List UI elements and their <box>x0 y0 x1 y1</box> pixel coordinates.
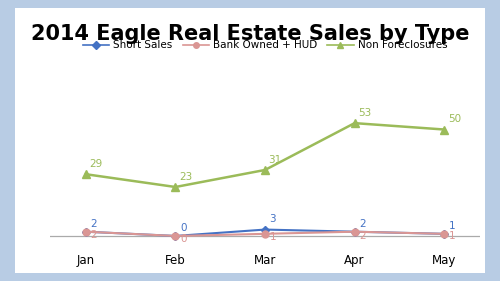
Text: 2014 Eagle Real Estate Sales by Type: 2014 Eagle Real Estate Sales by Type <box>31 24 469 44</box>
Line: Non Foreclosures: Non Foreclosures <box>82 119 448 191</box>
Text: 2: 2 <box>90 219 97 228</box>
Text: 0: 0 <box>180 223 186 233</box>
Text: 2: 2 <box>359 231 366 241</box>
Short Sales <box>262 228 268 231</box>
Text: 1: 1 <box>448 231 456 241</box>
Bank Owned + HUD <box>172 234 178 238</box>
Text: 53: 53 <box>358 108 372 118</box>
Non Foreclosures <box>83 173 89 176</box>
Non Foreclosures <box>172 185 178 189</box>
Short Sales <box>441 232 447 235</box>
Text: 2: 2 <box>359 219 366 228</box>
Legend: Short Sales, Bank Owned + HUD, Non Foreclosures: Short Sales, Bank Owned + HUD, Non Forec… <box>78 36 452 55</box>
Short Sales <box>352 230 358 234</box>
Non Foreclosures <box>441 128 447 131</box>
Text: 0: 0 <box>180 234 186 244</box>
Text: 2: 2 <box>90 230 97 240</box>
Text: 50: 50 <box>448 114 461 124</box>
Bank Owned + HUD <box>83 230 89 234</box>
Short Sales <box>83 230 89 234</box>
Line: Short Sales: Short Sales <box>83 227 447 239</box>
Line: Bank Owned + HUD: Bank Owned + HUD <box>82 228 448 239</box>
Short Sales <box>172 234 178 238</box>
Text: 1: 1 <box>270 232 276 242</box>
Non Foreclosures <box>352 121 358 125</box>
Non Foreclosures <box>262 168 268 172</box>
Text: 29: 29 <box>90 159 102 169</box>
Text: 3: 3 <box>270 214 276 224</box>
Bank Owned + HUD <box>441 232 447 235</box>
Text: 1: 1 <box>448 221 456 231</box>
Bank Owned + HUD <box>352 230 358 234</box>
Text: 23: 23 <box>179 172 192 182</box>
Text: 31: 31 <box>268 155 282 165</box>
Bank Owned + HUD <box>262 232 268 235</box>
